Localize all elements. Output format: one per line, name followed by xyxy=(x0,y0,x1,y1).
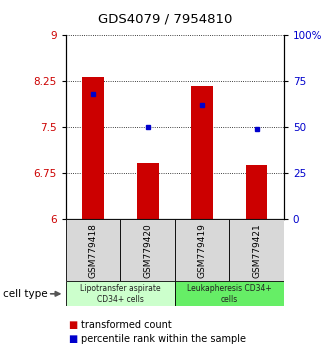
Text: transformed count: transformed count xyxy=(81,320,172,330)
Text: GSM779419: GSM779419 xyxy=(198,223,207,278)
Text: GSM779421: GSM779421 xyxy=(252,223,261,278)
Text: cell type: cell type xyxy=(3,289,48,299)
Bar xyxy=(120,219,175,281)
Bar xyxy=(229,219,284,281)
Text: GSM779418: GSM779418 xyxy=(89,223,98,278)
Bar xyxy=(66,219,120,281)
Bar xyxy=(137,163,158,219)
Bar xyxy=(82,77,104,219)
Text: GSM779420: GSM779420 xyxy=(143,223,152,278)
Text: percentile rank within the sample: percentile rank within the sample xyxy=(81,334,246,344)
Bar xyxy=(175,219,229,281)
Text: ■: ■ xyxy=(68,334,77,344)
Text: Leukapheresis CD34+
cells: Leukapheresis CD34+ cells xyxy=(187,284,272,303)
Bar xyxy=(175,281,284,306)
Text: Lipotransfer aspirate
CD34+ cells: Lipotransfer aspirate CD34+ cells xyxy=(80,284,161,303)
Bar xyxy=(66,281,175,306)
Bar xyxy=(191,86,213,219)
Text: GDS4079 / 7954810: GDS4079 / 7954810 xyxy=(98,13,232,26)
Bar xyxy=(246,165,267,219)
Text: ■: ■ xyxy=(68,320,77,330)
